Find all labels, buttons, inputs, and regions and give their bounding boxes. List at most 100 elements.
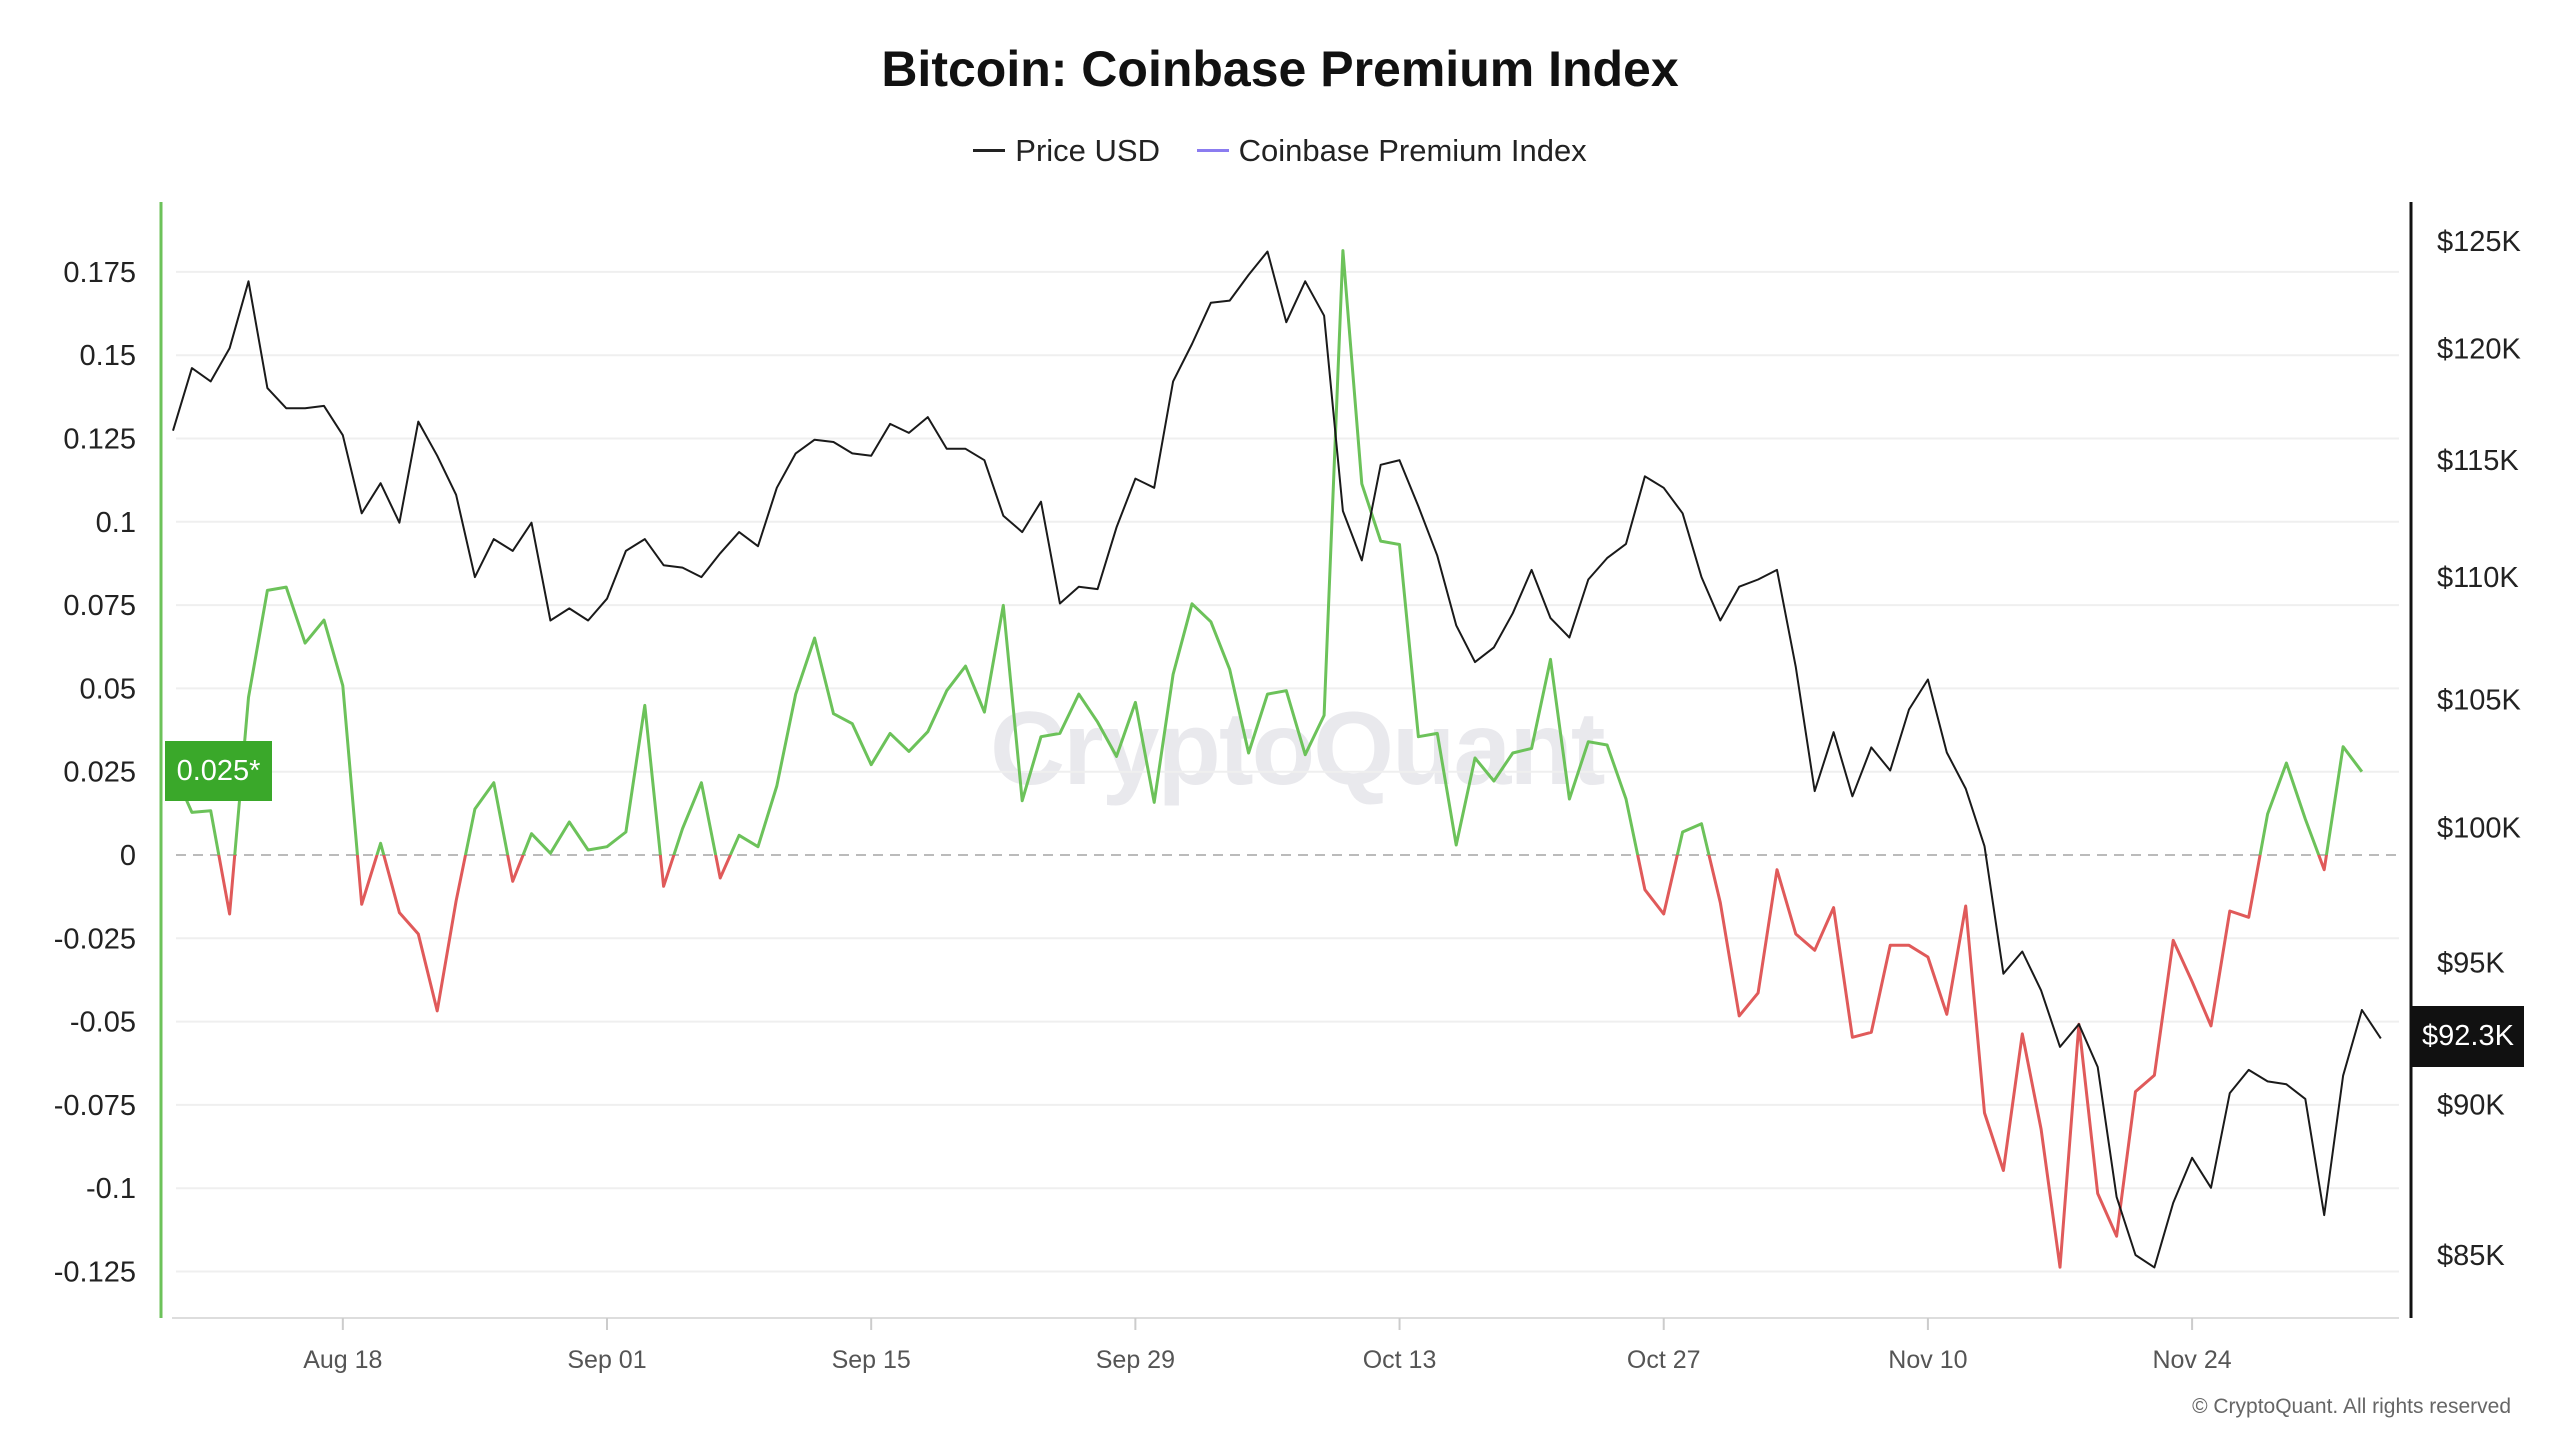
premium-point [849, 721, 855, 727]
premium-point [1132, 699, 1138, 705]
premium-point [510, 878, 516, 884]
price-point [698, 574, 704, 580]
price-point [1642, 473, 1648, 479]
premium-point [1453, 842, 1459, 848]
price-point [679, 565, 685, 571]
premium-point [1302, 752, 1308, 758]
current-price-label: $92.3K [2412, 1006, 2524, 1067]
price-point [1698, 574, 1704, 580]
premium-point [868, 762, 874, 768]
price-point [981, 457, 987, 463]
left-tick-label: -0.025 [54, 923, 136, 955]
premium-point [2321, 867, 2327, 873]
price-point [1774, 567, 1780, 573]
current-premium-label: 0.025* [165, 741, 272, 801]
premium-point [2189, 979, 2195, 985]
price-point [2038, 987, 2044, 993]
premium-point [2151, 1072, 2157, 1078]
premium-point [2095, 1191, 2101, 1197]
price-point [1397, 457, 1403, 463]
copyright: © CryptoQuant. All rights reserved [2192, 1395, 2511, 1418]
premium-point [1585, 739, 1591, 745]
premium-point [1849, 1034, 1855, 1040]
premium-point [208, 808, 214, 814]
right-tick-label: $95K [2437, 948, 2505, 980]
premium-point [1472, 755, 1478, 761]
premium-point [2038, 1126, 2044, 1132]
price-point [1472, 659, 1478, 665]
price-point [2076, 1021, 2082, 1027]
premium-point [717, 875, 723, 881]
premium-point [566, 819, 572, 825]
premium-point [1227, 666, 1233, 672]
premium-point [1529, 745, 1535, 751]
premium-point [1548, 656, 1554, 662]
right-tick-label: $115K [2437, 445, 2519, 477]
premium-point [661, 883, 667, 889]
price-point [1566, 635, 1572, 641]
premium-point [1661, 911, 1667, 917]
price-point [1114, 524, 1120, 530]
premium-point [1510, 750, 1516, 756]
price-point [547, 617, 553, 623]
price-point [642, 536, 648, 542]
price-point [1283, 319, 1289, 325]
price-point [453, 492, 459, 498]
price-point [491, 536, 497, 542]
x-tick-label: Nov 10 [1888, 1346, 1967, 1374]
premium-point [1963, 903, 1969, 909]
price-point [1529, 567, 1535, 573]
price-point [1321, 313, 1327, 319]
price-point [208, 378, 214, 384]
price-point [2132, 1252, 2138, 1258]
price-point [1038, 499, 1044, 505]
premium-point [1095, 719, 1101, 725]
premium-point [2283, 760, 2289, 766]
premium-line-negative [217, 855, 2328, 1269]
premium-point [774, 783, 780, 789]
premium-point [1925, 954, 1931, 960]
premium-point [472, 806, 478, 812]
legend-swatch-premium [1196, 149, 1229, 152]
price-point [1510, 610, 1516, 616]
price-point [1812, 788, 1818, 794]
legend-item-price[interactable]: Price USD [973, 133, 1160, 169]
premium-point [1057, 730, 1063, 736]
premium-point [1114, 753, 1120, 759]
premium-point [642, 702, 648, 708]
premium-point [396, 910, 402, 916]
right-tick-label: $105K [2437, 684, 2522, 716]
price-point [849, 450, 855, 456]
premium-point [1566, 796, 1572, 802]
price-point [340, 432, 346, 438]
premium-point [359, 901, 365, 907]
premium-point [1680, 829, 1686, 835]
price-point [1415, 503, 1421, 509]
premium-point [2019, 1031, 2025, 1037]
price-point [604, 596, 610, 602]
x-tick-label: Sep 29 [1096, 1346, 1175, 1374]
premium-point [1736, 1013, 1742, 1019]
premium-point [793, 691, 799, 697]
price-point [566, 605, 572, 611]
premium-point [1812, 947, 1818, 953]
premium-point [755, 844, 761, 850]
price-point [1189, 341, 1195, 347]
premium-point [2057, 1264, 2063, 1270]
premium-point [434, 1008, 440, 1014]
premium-point [2114, 1233, 2120, 1239]
left-tick-label: 0.175 [63, 257, 136, 289]
premium-point [679, 826, 685, 832]
premium-point [2000, 1168, 2006, 1174]
price-point [378, 480, 384, 486]
price-point [2265, 1078, 2271, 1084]
legend-item-premium[interactable]: Coinbase Premium Index [1196, 133, 1587, 169]
price-point [1019, 529, 1025, 535]
price-point [2359, 1007, 2365, 1013]
price-point [887, 421, 893, 427]
price-point [264, 385, 270, 391]
price-point [1491, 644, 1497, 650]
premium-point [736, 832, 742, 838]
premium-point [2340, 744, 2346, 750]
